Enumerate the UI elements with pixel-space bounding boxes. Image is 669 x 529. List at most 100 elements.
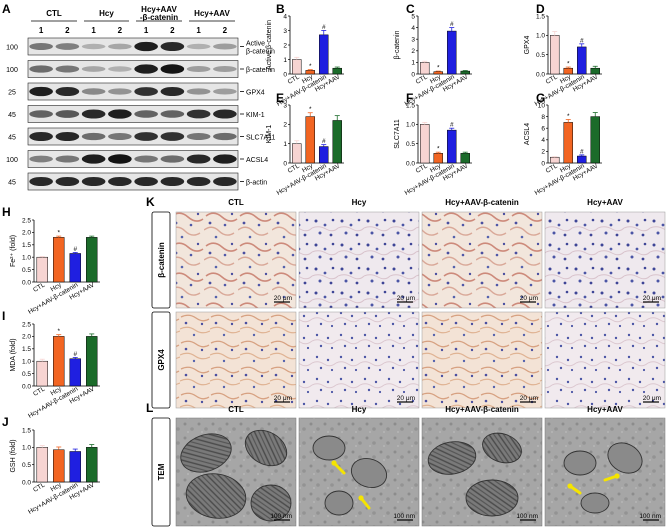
wb-lane-number: 2	[170, 26, 175, 35]
y-tick-label: 5	[411, 13, 415, 20]
y-tick-label: 2.5	[22, 321, 31, 328]
wb-group-label: CTL	[46, 9, 62, 18]
panel-letter-i: I	[2, 309, 5, 323]
wb-band	[213, 154, 237, 164]
wb-strip	[27, 60, 239, 78]
wb-mw-label: 45	[8, 180, 16, 187]
wb-mw-label: 45	[8, 135, 16, 142]
wb-band	[29, 131, 53, 142]
ihc-column-label: Hcy+AAV-β-catenin	[445, 198, 519, 207]
bar	[447, 30, 457, 75]
y-tick-label: 2	[283, 42, 287, 49]
bar	[69, 253, 81, 283]
wb-band	[134, 155, 158, 163]
chart-f: F0.00.51.01.5SLC7A11CTL*Hcy#Hcy+AAV-β-ca…	[394, 91, 472, 197]
y-axis-label: ACSL4	[524, 123, 531, 145]
y-tick-label: 4	[541, 137, 545, 144]
wb-band	[186, 109, 211, 119]
wb-lane-number: 2	[118, 26, 123, 35]
wb-band	[160, 176, 185, 187]
scale-label: 20 μm	[520, 395, 538, 402]
ihc-image	[298, 311, 420, 409]
category-label: CTL	[287, 162, 301, 174]
wb-band	[29, 155, 53, 163]
wb-mw-label: 100	[6, 157, 18, 164]
wb-band	[160, 110, 185, 118]
significance-mark: *	[437, 146, 440, 153]
y-axis-label: GSH (fold)	[10, 439, 17, 472]
y-tick-label: 1.0	[22, 445, 31, 452]
mitochondrion	[350, 458, 388, 488]
wb-group-label: Hcy+AAV	[194, 9, 230, 18]
wb-mw-label: 100	[6, 45, 18, 52]
wb-lane-number: 1	[39, 26, 44, 35]
significance-mark: #	[322, 24, 326, 31]
wb-band	[81, 154, 106, 164]
mitochondrion	[185, 473, 247, 519]
bar	[590, 116, 600, 164]
wb-band	[81, 176, 106, 187]
bar	[420, 124, 430, 164]
wb-strip	[27, 127, 239, 146]
y-tick-label: 0.0	[22, 279, 31, 286]
mitochondrion	[563, 450, 597, 476]
bar	[305, 116, 315, 164]
bar	[577, 46, 587, 75]
wb-strip	[27, 172, 239, 191]
y-tick-label: 2.5	[22, 217, 31, 224]
scale-label: 100 nm	[516, 513, 538, 520]
ihc-row-box	[151, 211, 171, 309]
category-label: CTL	[415, 73, 429, 85]
ihc-image	[175, 311, 297, 409]
wb-protein-label: ACSL4	[246, 157, 268, 164]
y-tick-label: 1.0	[22, 359, 31, 366]
wb-band	[55, 155, 80, 163]
panel-letter-l: L	[146, 401, 153, 415]
significance-mark: *	[309, 63, 312, 70]
y-axis-label: GPX4	[524, 36, 531, 55]
wb-band	[134, 41, 158, 52]
wb-band	[29, 86, 53, 97]
significance-mark: #	[450, 21, 454, 28]
category-label: CTL	[32, 281, 46, 293]
y-axis-label: KIM-1	[266, 125, 273, 144]
y-tick-label: 0	[283, 160, 287, 167]
wb-protein-label: β-catenin	[246, 49, 275, 56]
y-tick-label: 0.0	[536, 71, 545, 78]
ihc-grid: CTL Hcy Hcy+AAV-β-catenin Hcy+AAV β-catenin 2…	[151, 198, 666, 409]
wb-band	[108, 154, 132, 164]
ihc-image	[298, 211, 420, 309]
arrow-head	[358, 495, 364, 501]
wb-band	[55, 110, 80, 118]
wb-band	[160, 155, 185, 163]
mitochondrion	[250, 484, 292, 522]
bar	[332, 120, 342, 164]
significance-mark: *	[437, 65, 440, 72]
significance-mark: #	[580, 37, 584, 44]
wb-band	[81, 132, 106, 141]
wb-band	[186, 154, 211, 164]
y-tick-label: 0.5	[22, 371, 31, 378]
wb-protein-label: SLC7A11	[246, 135, 276, 142]
wb-band	[108, 133, 132, 140]
ihc-image	[421, 311, 543, 409]
arrow-head	[567, 483, 573, 489]
wb-band	[108, 43, 132, 50]
significance-mark: #	[73, 246, 77, 253]
wb-band	[108, 88, 132, 95]
y-tick-label: 1.0	[406, 122, 415, 129]
bar	[292, 143, 302, 164]
y-tick-label: 0	[541, 160, 545, 167]
bar	[460, 153, 470, 164]
y-tick-label: 0.0	[406, 160, 415, 167]
wb-lane-number: 1	[144, 26, 149, 35]
bar	[53, 449, 65, 483]
wb-band	[160, 132, 185, 141]
panel-letter-b: B	[276, 2, 285, 16]
wb-band	[108, 176, 132, 187]
category-label: CTL	[287, 73, 301, 85]
ihc-image	[421, 211, 543, 309]
y-tick-label: 0	[411, 71, 415, 78]
scale-label: 100 nm	[639, 513, 661, 520]
